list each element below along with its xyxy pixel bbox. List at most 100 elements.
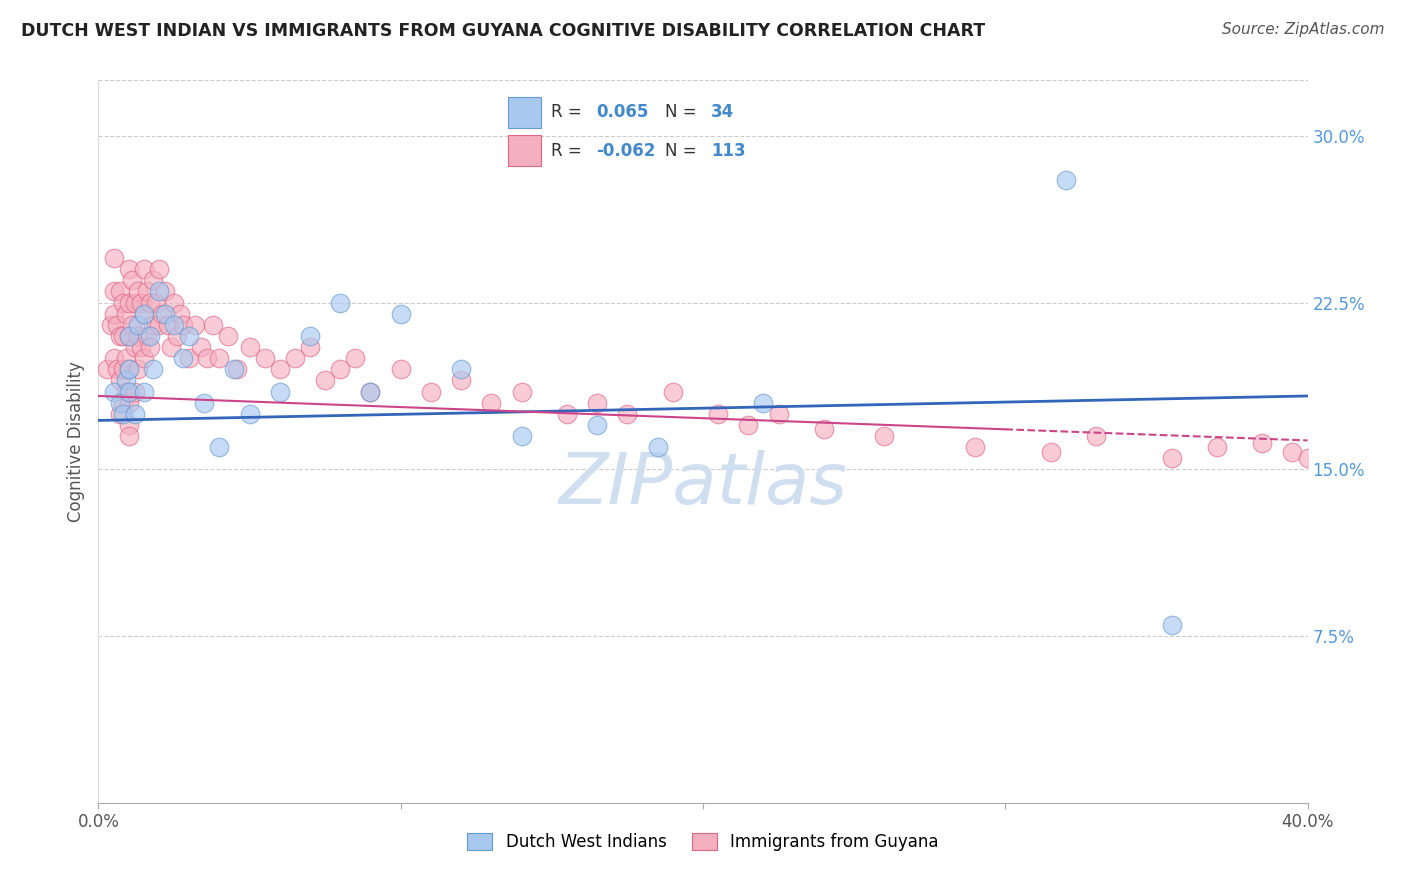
Point xyxy=(114,351,136,366)
Point xyxy=(148,318,170,332)
Point xyxy=(118,362,141,376)
Point xyxy=(108,329,131,343)
Point xyxy=(103,307,125,321)
Text: 34: 34 xyxy=(710,103,734,121)
Point xyxy=(299,329,322,343)
Point xyxy=(1296,451,1319,466)
Point xyxy=(420,384,443,399)
Point xyxy=(108,407,131,421)
Point xyxy=(103,251,125,265)
Bar xyxy=(508,97,541,128)
Point xyxy=(103,384,125,399)
Point xyxy=(139,295,162,310)
Point xyxy=(299,340,322,354)
Point xyxy=(768,407,790,421)
Point xyxy=(239,340,262,354)
Text: 113: 113 xyxy=(710,142,745,160)
Text: ZIPatlas: ZIPatlas xyxy=(558,450,848,519)
Y-axis label: Cognitive Disability: Cognitive Disability xyxy=(66,361,84,522)
Point xyxy=(1372,444,1395,458)
Point xyxy=(142,362,165,376)
Point xyxy=(1402,458,1406,472)
Point xyxy=(1312,440,1334,454)
Point xyxy=(389,307,412,321)
Point xyxy=(217,329,239,343)
Point xyxy=(124,295,146,310)
Point xyxy=(108,395,131,409)
Point xyxy=(481,395,503,409)
Point xyxy=(118,384,141,399)
Point xyxy=(586,417,609,432)
Point xyxy=(737,417,759,432)
Point xyxy=(150,307,173,321)
Point xyxy=(190,340,212,354)
Point xyxy=(208,440,231,454)
Point xyxy=(135,285,157,299)
Point xyxy=(124,384,146,399)
Point xyxy=(1160,451,1182,466)
Point xyxy=(145,295,167,310)
Point xyxy=(360,384,382,399)
Point xyxy=(661,384,683,399)
Text: R =: R = xyxy=(551,103,586,121)
Point xyxy=(172,351,194,366)
Point xyxy=(647,440,669,454)
Point xyxy=(1341,451,1364,466)
Point xyxy=(121,318,143,332)
Point xyxy=(127,318,149,332)
Point xyxy=(314,373,336,387)
Point xyxy=(127,362,149,376)
Point xyxy=(124,340,146,354)
Point xyxy=(166,329,188,343)
Point xyxy=(111,295,134,310)
Point xyxy=(118,329,141,343)
Point xyxy=(450,373,472,387)
Text: 0.065: 0.065 xyxy=(596,103,648,121)
Text: Source: ZipAtlas.com: Source: ZipAtlas.com xyxy=(1222,22,1385,37)
Point xyxy=(118,362,141,376)
Point xyxy=(132,307,155,321)
Point xyxy=(100,318,122,332)
Point xyxy=(1386,451,1406,466)
Point xyxy=(239,407,262,421)
Point xyxy=(389,362,412,376)
Point xyxy=(208,351,231,366)
Point xyxy=(142,318,165,332)
Point xyxy=(179,351,201,366)
Point xyxy=(118,429,141,443)
Point xyxy=(1357,458,1379,472)
Point xyxy=(1206,440,1229,454)
Point xyxy=(172,318,194,332)
Point xyxy=(965,440,987,454)
Point xyxy=(139,329,162,343)
Point xyxy=(156,318,179,332)
Point xyxy=(129,295,152,310)
Point xyxy=(132,351,155,366)
Point xyxy=(132,384,155,399)
Point xyxy=(1054,173,1077,187)
Point xyxy=(253,351,276,366)
Point xyxy=(169,307,191,321)
Point xyxy=(127,285,149,299)
Point xyxy=(329,362,352,376)
Text: -0.062: -0.062 xyxy=(596,142,655,160)
Point xyxy=(510,384,533,399)
Point xyxy=(179,329,201,343)
Point xyxy=(111,407,134,421)
Point xyxy=(555,407,578,421)
Point xyxy=(142,273,165,287)
Point xyxy=(124,407,146,421)
Point xyxy=(111,362,134,376)
Point xyxy=(707,407,730,421)
Text: N =: N = xyxy=(665,142,702,160)
Point xyxy=(118,395,141,409)
Point xyxy=(163,318,186,332)
Point xyxy=(118,262,141,277)
Point xyxy=(96,362,118,376)
Point xyxy=(1160,618,1182,632)
Point xyxy=(226,362,249,376)
Point xyxy=(202,318,225,332)
Point xyxy=(127,329,149,343)
Point xyxy=(184,318,207,332)
Point xyxy=(813,422,835,436)
